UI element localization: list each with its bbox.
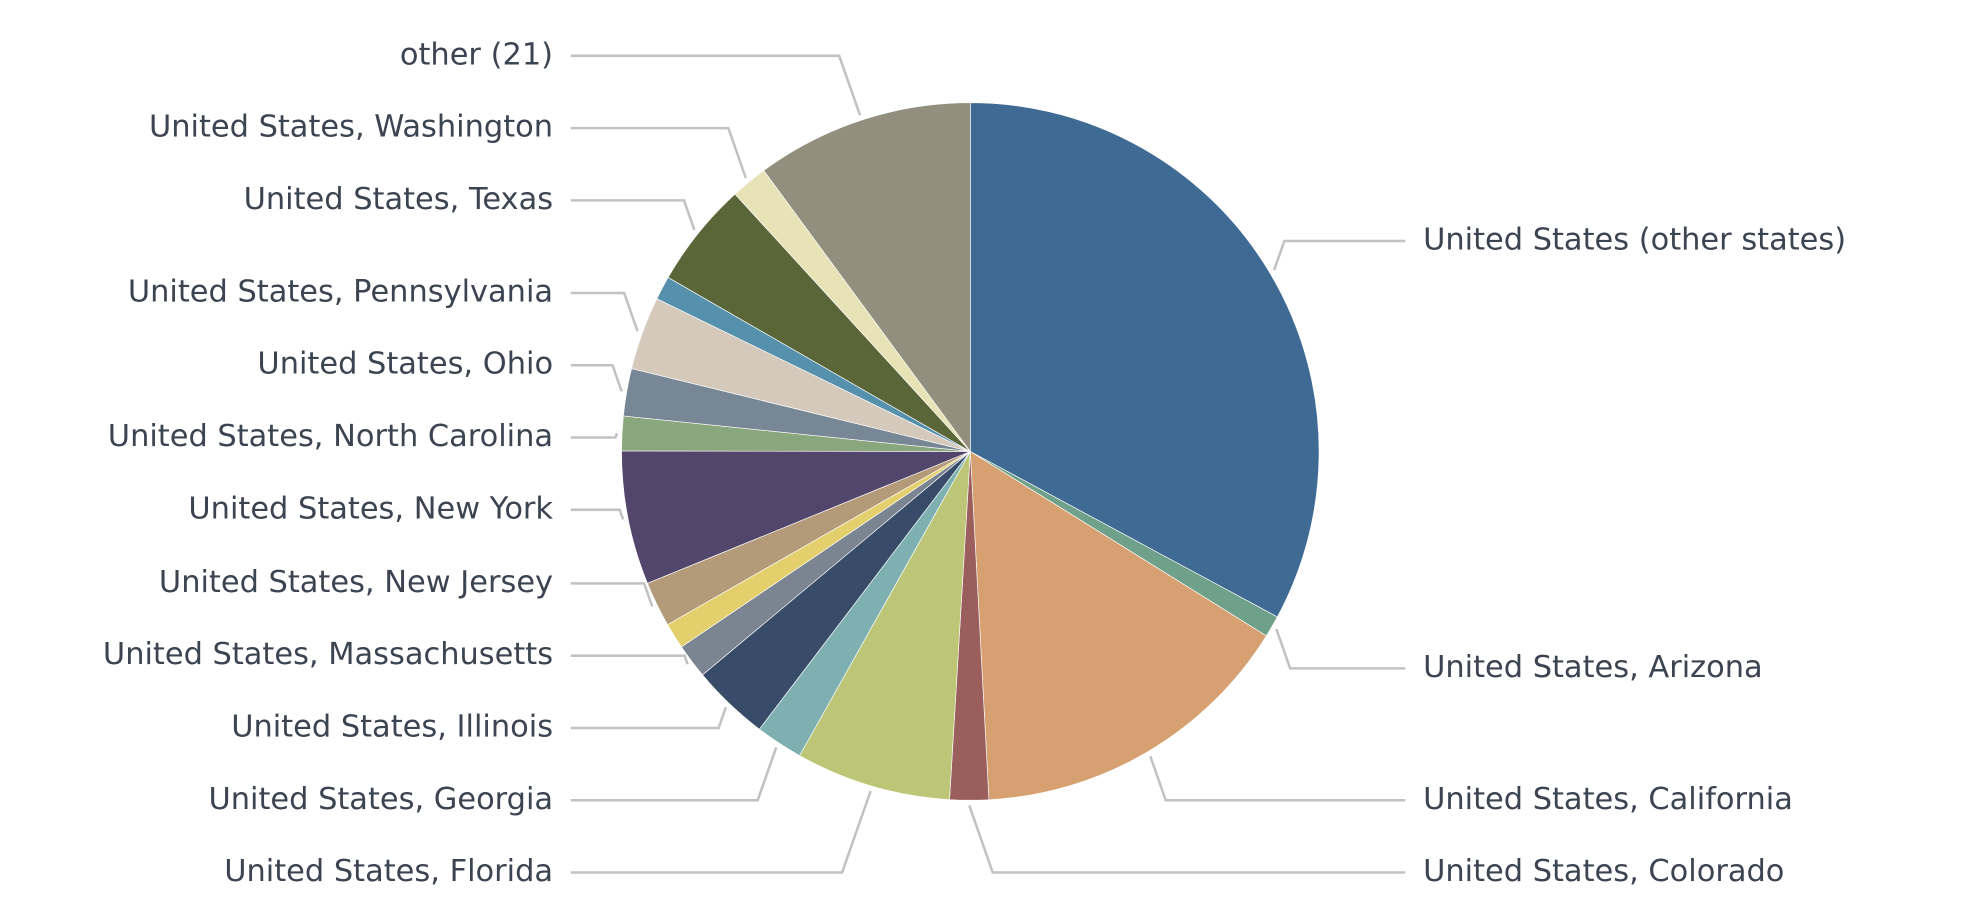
slice-label: United States, North Carolina bbox=[108, 419, 553, 454]
pie-slice bbox=[799, 451, 971, 800]
leader-line bbox=[1272, 239, 1406, 271]
leader-line bbox=[570, 706, 728, 730]
slice-label: United States, Arizona bbox=[1423, 650, 1763, 685]
slice-label: United States, Colorado bbox=[1423, 854, 1784, 889]
pie-slice bbox=[621, 450, 971, 584]
slice-label: other (21) bbox=[400, 37, 553, 72]
leader-line bbox=[570, 790, 872, 874]
leader-line bbox=[570, 291, 639, 332]
leader-line bbox=[570, 508, 625, 520]
slice-label: United States, Washington bbox=[149, 110, 553, 145]
leader-line bbox=[1149, 755, 1406, 802]
leader-line bbox=[570, 746, 778, 802]
leader-line bbox=[570, 199, 696, 231]
leader-line bbox=[968, 804, 1406, 874]
slice-label: United States, Illinois bbox=[231, 709, 553, 744]
leader-line bbox=[570, 654, 689, 665]
leader-line bbox=[1275, 628, 1406, 670]
leader-line bbox=[570, 582, 654, 607]
slice-label: United States, Florida bbox=[224, 854, 553, 889]
pie-slice bbox=[763, 102, 971, 453]
leader-line bbox=[570, 432, 619, 439]
slice-label: United States, Georgia bbox=[208, 782, 553, 817]
pie-slice bbox=[970, 102, 1320, 618]
slice-label: United States, New Jersey bbox=[159, 565, 553, 600]
leader-line bbox=[570, 126, 748, 179]
slice-label: United States, Pennsylvania bbox=[128, 274, 553, 309]
leader-line bbox=[570, 363, 623, 392]
slice-label: United States, California bbox=[1423, 782, 1793, 817]
pie-slice bbox=[969, 450, 1267, 801]
slice-label: United States, New York bbox=[188, 491, 553, 526]
slice-label: United States, Texas bbox=[244, 182, 553, 217]
slice-label: United States, Ohio bbox=[257, 347, 553, 382]
leader-line bbox=[570, 54, 862, 116]
slice-label: United States (other states) bbox=[1423, 222, 1846, 257]
slice-label: United States, Massachusetts bbox=[103, 637, 553, 672]
